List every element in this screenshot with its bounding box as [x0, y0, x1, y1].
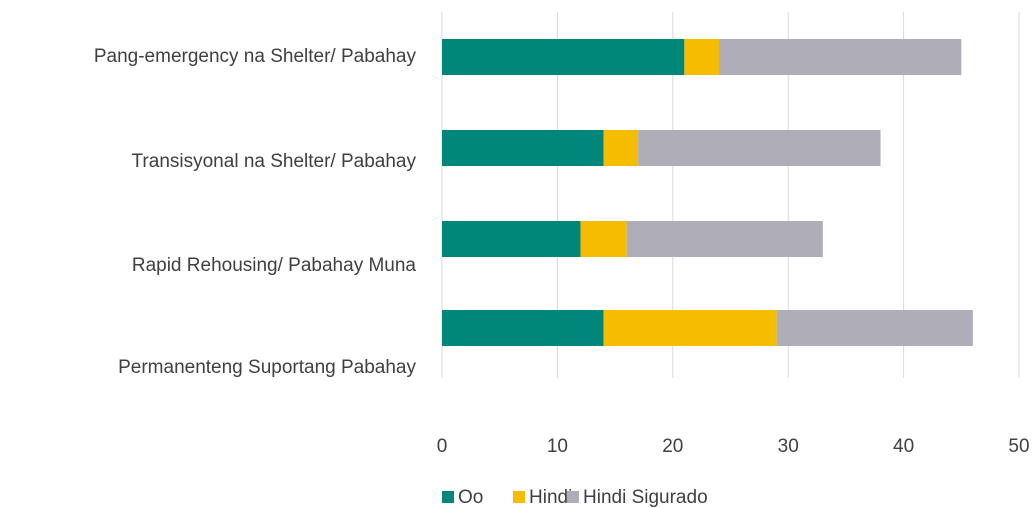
- bar-segment: [442, 39, 685, 75]
- legend-label: Oo: [458, 487, 483, 508]
- x-tick-label: 0: [437, 436, 448, 457]
- x-tick-label: 10: [547, 436, 568, 457]
- x-tick-label: 20: [662, 436, 683, 457]
- bar-segment: [684, 39, 719, 75]
- bar-segment: [718, 39, 962, 75]
- bar-segment: [626, 221, 823, 257]
- legend-label: Hindi Sigurado: [583, 487, 708, 508]
- category-label: Transisyonal na Shelter/ Pabahay: [132, 151, 417, 172]
- legend-swatch: [567, 491, 579, 503]
- x-tick-label: 40: [893, 436, 914, 457]
- bar-segment: [638, 130, 881, 166]
- bar-segment: [776, 310, 973, 346]
- legend-label: Hindi: [529, 487, 572, 508]
- bar-segment: [442, 221, 581, 257]
- x-tick-label: 50: [1008, 436, 1029, 457]
- bar-segment: [442, 130, 604, 166]
- legend-swatch: [442, 491, 454, 503]
- bar-segment: [603, 130, 639, 166]
- bar-segment: [603, 310, 777, 346]
- bar-segment: [580, 221, 627, 257]
- bar-segment: [442, 310, 604, 346]
- x-tick-label: 30: [778, 436, 799, 457]
- category-label: Pang-emergency na Shelter/ Pabahay: [94, 46, 417, 67]
- category-label: Rapid Rehousing/ Pabahay Muna: [132, 255, 417, 276]
- legend-swatch: [513, 491, 525, 503]
- category-label: Permanenteng Suportang Pabahay: [118, 357, 416, 378]
